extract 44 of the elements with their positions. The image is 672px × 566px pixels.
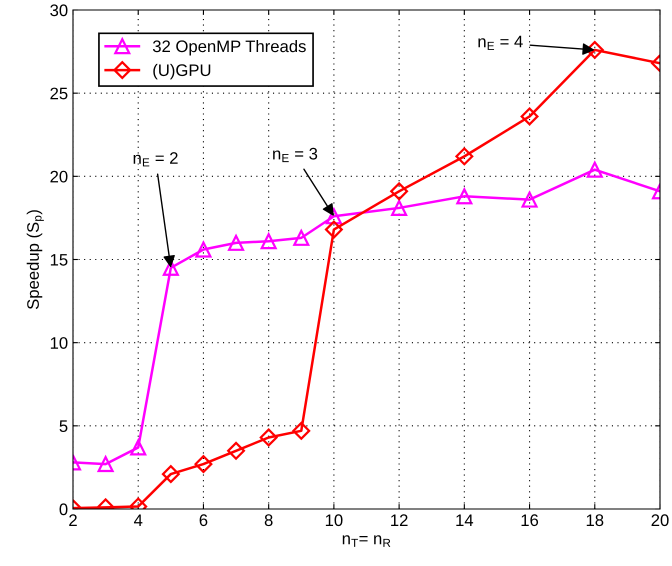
point — [227, 442, 246, 460]
x-axis-title: n$_{T}$= n$_{R}$ — [342, 535, 390, 547]
y-tick-label: 5 — [60, 420, 68, 432]
x-tick-label: 16 — [522, 514, 538, 526]
legend-label: (U)GPU — [153, 64, 210, 80]
point — [194, 455, 212, 474]
x-tick-label: 14 — [456, 514, 474, 526]
point — [390, 182, 408, 200]
point — [228, 234, 244, 251]
x-tick-label: 8 — [264, 514, 273, 526]
point — [456, 188, 472, 204]
point — [326, 208, 342, 224]
point — [522, 192, 538, 208]
y-axis-title: Speedup (S$_{p}$) — [26, 210, 44, 310]
y-tick-label: 15 — [50, 254, 68, 266]
annotation: n$_{E}$ = 4 — [478, 36, 523, 50]
annotation: n$_{E}$ = 2 — [134, 152, 178, 166]
point — [130, 439, 146, 456]
legend-label: 32 OpenMP Threads — [152, 40, 306, 56]
point — [98, 456, 114, 472]
point — [586, 162, 603, 178]
point — [292, 422, 310, 440]
point — [324, 220, 343, 239]
x-tick-label: 6 — [200, 514, 208, 526]
x-tick-label: 4 — [134, 514, 142, 526]
y-tick-label: 30 — [50, 4, 68, 16]
y-tick-label: 25 — [50, 88, 68, 100]
point — [293, 230, 310, 246]
x-tick-label: 12 — [391, 514, 408, 526]
point — [455, 147, 474, 166]
annotation: n$_{E}$ = 3 — [273, 148, 318, 162]
point — [195, 241, 212, 258]
x-tick-label: 20 — [652, 514, 669, 526]
point — [162, 465, 180, 484]
point — [520, 107, 539, 126]
y-tick-label: 20 — [50, 170, 68, 183]
x-tick-label: 2 — [69, 514, 77, 526]
point — [260, 428, 278, 446]
x-tick-label: 18 — [586, 514, 604, 526]
point — [391, 200, 408, 216]
point — [260, 233, 277, 250]
x-tick-label: 10 — [326, 514, 343, 526]
y-tick-label: 0 — [60, 503, 68, 516]
y-tick-label: 10 — [50, 337, 68, 349]
